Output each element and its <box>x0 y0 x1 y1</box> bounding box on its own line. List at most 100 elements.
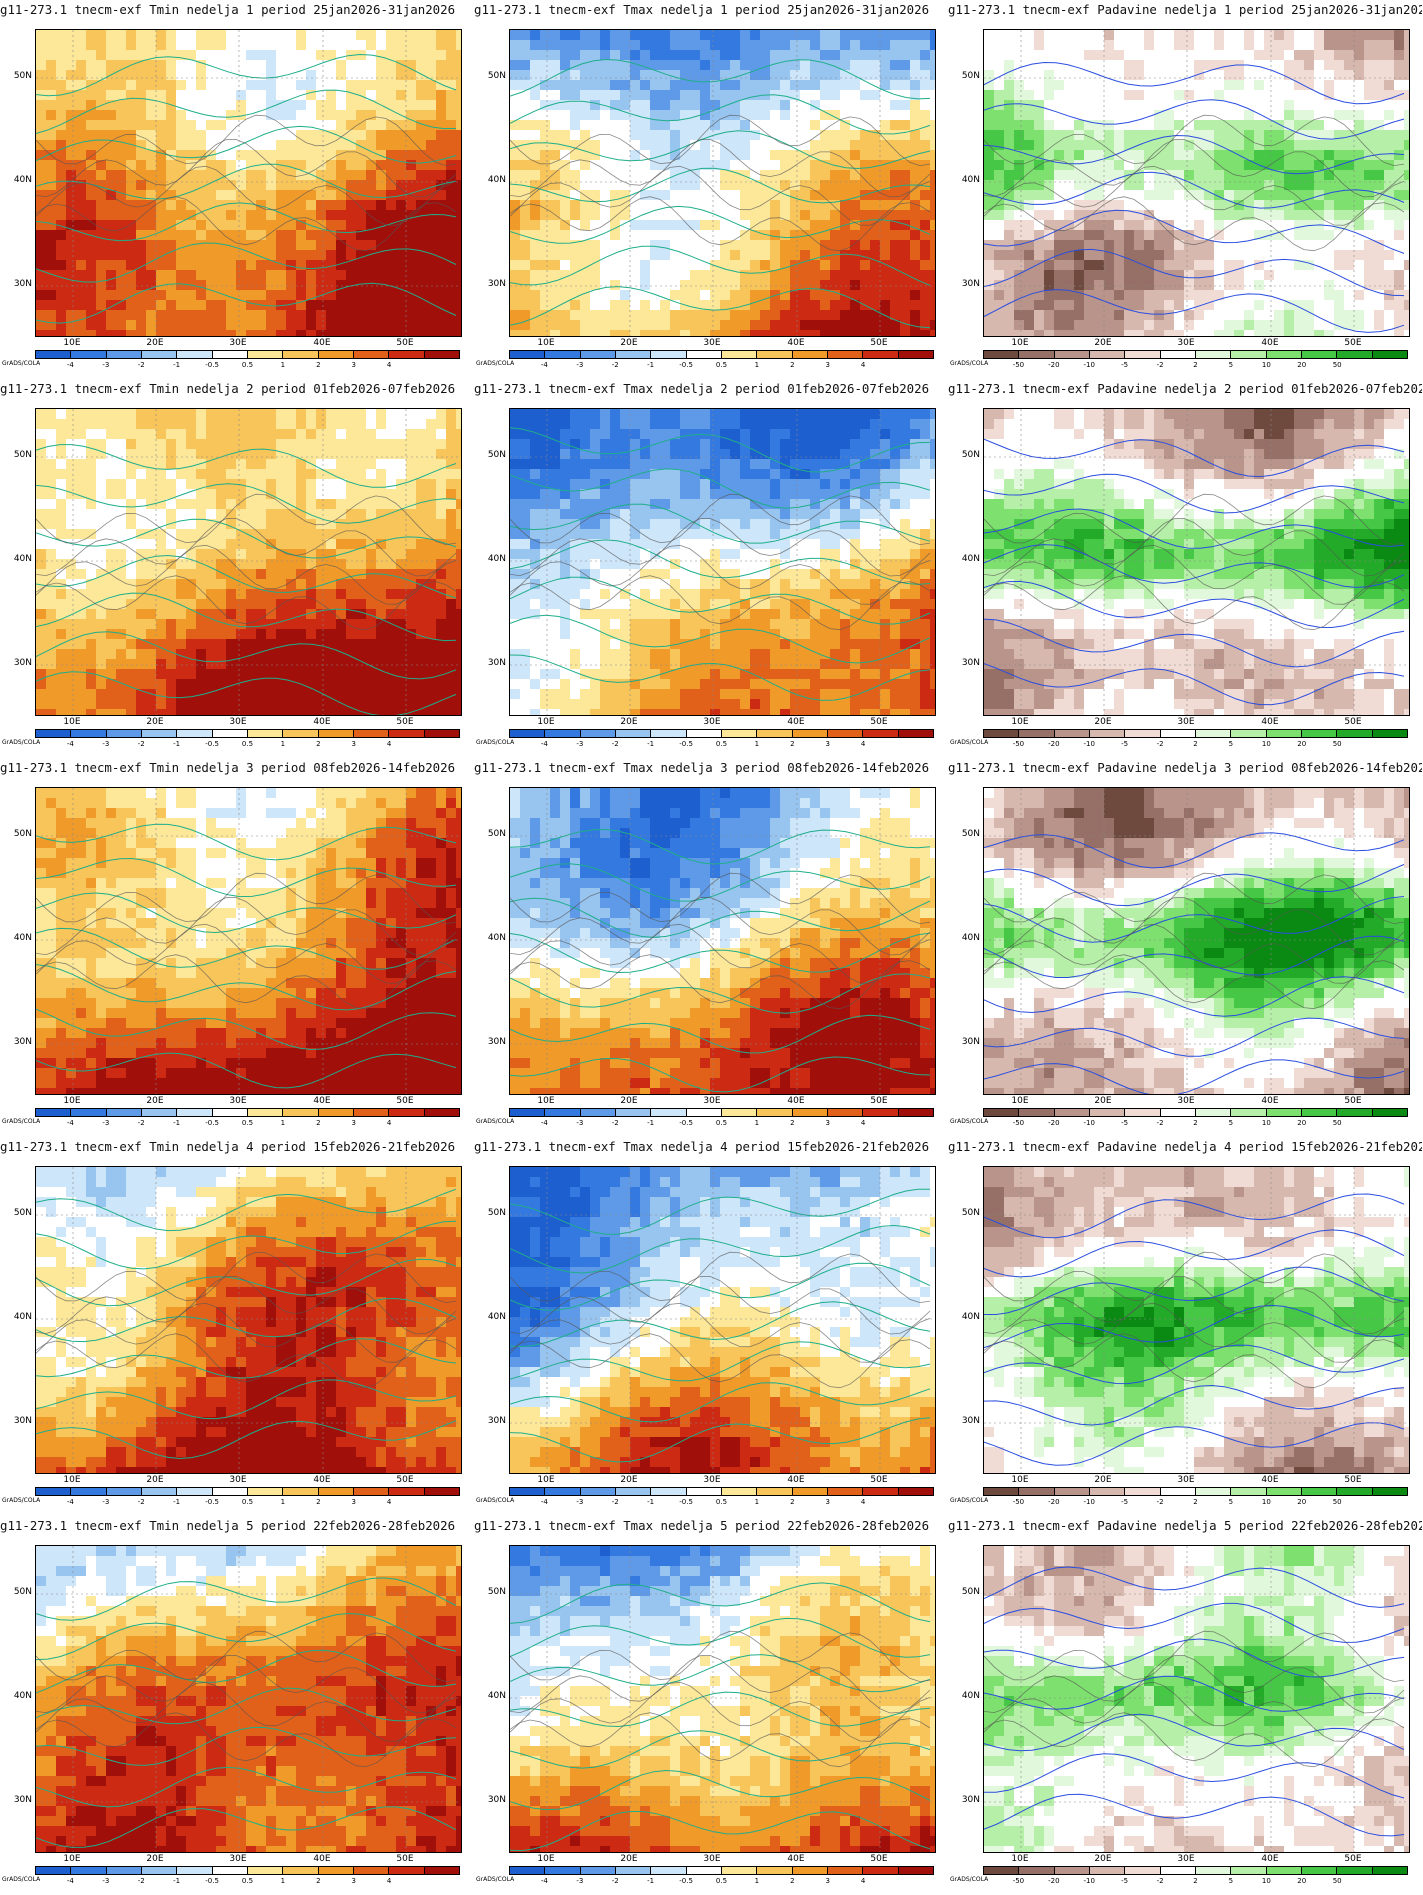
colorbar-label: 2 <box>306 740 330 748</box>
longitude-tick-label: 50E <box>1338 1854 1368 1864</box>
latitude-tick-label: 50N <box>480 71 506 81</box>
colorbar-label: -4 <box>58 740 82 748</box>
colorbar-swatch <box>863 1488 899 1495</box>
colorbar-label: 1 <box>271 1877 295 1885</box>
grads-credit: GrADS/COLA <box>950 1876 988 1883</box>
map-svg <box>36 30 461 336</box>
colorbar-swatch <box>757 1488 793 1495</box>
colorbar-label: -1 <box>165 740 189 748</box>
colorbar-swatch <box>1337 1488 1373 1495</box>
map-plot <box>35 408 462 716</box>
colorbar-swatch <box>1089 730 1126 737</box>
latitude-tick-label: 30N <box>6 658 32 668</box>
longitude-tick-label: 40E <box>1255 1475 1285 1485</box>
map-panel: g11-273.1 tnecm-exf Tmin nedelja 5 perio… <box>0 1516 474 1895</box>
colorbar-swatch <box>615 730 652 737</box>
longitude-tick-label: 20E <box>140 338 170 348</box>
colorbar <box>35 1108 460 1117</box>
colorbar-label: -10 <box>1077 361 1101 369</box>
colorbar-swatch <box>686 1867 722 1874</box>
colorbar-swatch <box>36 1867 72 1874</box>
colorbar-swatch <box>1337 1109 1373 1116</box>
grads-credit: GrADS/COLA <box>476 739 514 746</box>
longitude-tick-label: 50E <box>864 1475 894 1485</box>
longitude-tick-label: 20E <box>1088 1096 1118 1106</box>
colorbar-swatch <box>106 1488 142 1495</box>
colorbar-swatch <box>353 730 390 737</box>
colorbar-label: -1 <box>165 361 189 369</box>
colorbar-label: 1 <box>271 361 295 369</box>
colorbar-label: -3 <box>94 1877 118 1885</box>
colorbar-swatch <box>424 1488 459 1495</box>
colorbar-label: 3 <box>816 1877 840 1885</box>
grads-credit: GrADS/COLA <box>2 360 40 367</box>
map-plot <box>35 1166 462 1474</box>
latitude-tick-label: 50N <box>6 1587 32 1597</box>
longitude-tick-label: 40E <box>1255 717 1285 727</box>
colorbar-swatch <box>510 1109 546 1116</box>
colorbar-label: -10 <box>1077 740 1101 748</box>
colorbar-label: -2 <box>603 1877 627 1885</box>
grads-credit: GrADS/COLA <box>950 360 988 367</box>
colorbar-swatch <box>651 1867 687 1874</box>
colorbar-label: 4 <box>851 1119 875 1127</box>
colorbar-swatch <box>686 1109 722 1116</box>
longitude-tick-label: 30E <box>223 1096 253 1106</box>
colorbar <box>983 1108 1408 1117</box>
colorbar-label: -3 <box>94 740 118 748</box>
panel-title: g11-273.1 tnecm-exf Padavine nedelja 3 p… <box>948 760 1422 780</box>
colorbar <box>509 1108 934 1117</box>
colorbar-swatch <box>792 1488 828 1495</box>
colorbar-label: -10 <box>1077 1877 1101 1885</box>
grads-credit: GrADS/COLA <box>950 1497 988 1504</box>
colorbar-swatch <box>1195 351 1232 358</box>
longitude-tick-label: 30E <box>223 1854 253 1864</box>
colorbar-label: -2 <box>1148 1498 1172 1506</box>
colorbar-swatch <box>71 1867 107 1874</box>
grads-credit: GrADS/COLA <box>2 739 40 746</box>
longitude-tick-label: 30E <box>223 1475 253 1485</box>
colorbar-label: 0.5 <box>710 361 734 369</box>
colorbar-swatch <box>1301 1109 1338 1116</box>
colorbar-swatch <box>1160 1109 1196 1116</box>
colorbar-label: 50 <box>1325 740 1349 748</box>
colorbar-label: 0.5 <box>710 1498 734 1506</box>
latitude-tick-label: 30N <box>480 1416 506 1426</box>
map-plot <box>983 29 1410 337</box>
colorbar-label: 2 <box>1184 1119 1208 1127</box>
colorbar-swatch <box>353 1488 390 1495</box>
colorbar-swatch <box>984 730 1020 737</box>
colorbar-label: 1 <box>271 1119 295 1127</box>
longitude-tick-label: 10E <box>1005 338 1035 348</box>
colorbar-swatch <box>141 351 178 358</box>
colorbar-swatch <box>177 1109 213 1116</box>
longitude-tick-label: 30E <box>1171 338 1201 348</box>
colorbar-label: -2 <box>603 1119 627 1127</box>
latitude-tick-label: 50N <box>954 1587 980 1597</box>
map-svg <box>510 1167 935 1473</box>
longitude-tick-label: 20E <box>614 717 644 727</box>
map-plot <box>35 787 462 1095</box>
longitude-tick-label: 40E <box>307 1854 337 1864</box>
colorbar-swatch <box>424 730 459 737</box>
colorbar-swatch <box>212 730 248 737</box>
latitude-tick-label: 50N <box>954 71 980 81</box>
map-panel: g11-273.1 tnecm-exf Tmin nedelja 4 perio… <box>0 1137 474 1516</box>
longitude-tick-label: 20E <box>614 1096 644 1106</box>
longitude-tick-label: 10E <box>531 717 561 727</box>
colorbar-swatch <box>686 730 722 737</box>
colorbar-swatch <box>898 1488 933 1495</box>
latitude-tick-label: 40N <box>6 554 32 564</box>
longitude-tick-label: 10E <box>57 1854 87 1864</box>
latitude-tick-label: 50N <box>954 1208 980 1218</box>
map-plot <box>35 1545 462 1853</box>
colorbar-label: 0.5 <box>236 740 260 748</box>
colorbar-label: -2 <box>1148 1877 1172 1885</box>
colorbar-swatch <box>1231 1488 1267 1495</box>
colorbar-swatch <box>615 1488 652 1495</box>
colorbar-swatch <box>1054 1109 1090 1116</box>
map-svg <box>510 409 935 715</box>
colorbar-label: 4 <box>377 1119 401 1127</box>
colorbar-swatch <box>1372 1867 1407 1874</box>
colorbar-label: -2 <box>129 1119 153 1127</box>
